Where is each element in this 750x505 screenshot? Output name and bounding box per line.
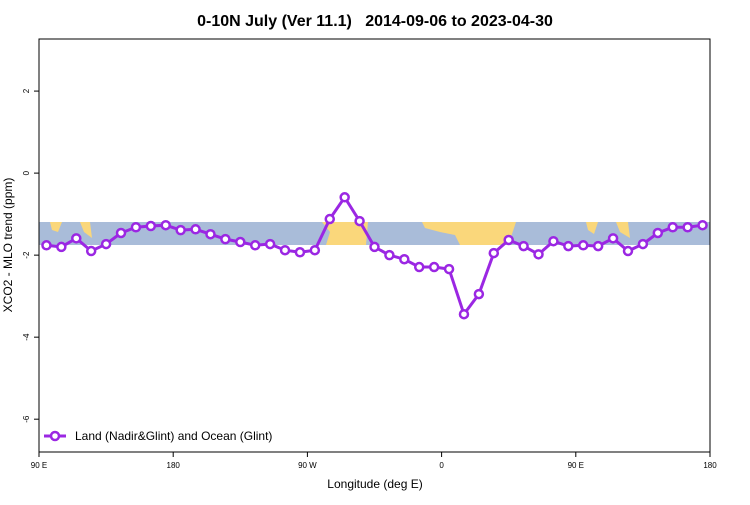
data-point (279, 244, 291, 256)
data-point (115, 227, 127, 239)
y-tick-label: 2 (22, 88, 31, 93)
y-tick-label: 0 (22, 170, 31, 175)
x-axis-label: Longitude (deg E) (327, 477, 422, 491)
data-point (264, 238, 276, 250)
data-point (130, 221, 142, 233)
data-point (85, 245, 97, 257)
data-point (592, 240, 604, 252)
data-point (413, 261, 425, 273)
y-axis-label: XCO2 - MLO trend (ppm) (1, 178, 15, 313)
data-point (71, 233, 82, 244)
data-point (548, 235, 559, 247)
data-point (458, 308, 470, 320)
data-point (145, 220, 157, 232)
x-tick-label: 180 (167, 461, 181, 470)
data-point (354, 215, 365, 227)
chart-title: 0-10N July (Ver 11.1) 2014-09-06 to 2023… (197, 13, 553, 30)
data-point (100, 238, 112, 250)
data-point (667, 221, 678, 233)
data-point (160, 219, 171, 231)
data-point (428, 261, 440, 273)
map-band (39, 222, 710, 245)
x-tick-label: 90 W (298, 461, 317, 470)
data-point (443, 263, 455, 275)
data-point (652, 227, 664, 239)
data-point (488, 247, 500, 259)
data-point (309, 244, 321, 256)
data-point (399, 253, 410, 265)
data-point (384, 249, 395, 261)
data-point (578, 240, 589, 251)
data-point (220, 233, 231, 245)
legend-label: Land (Nadir&Glint) and Ocean (Glint) (75, 429, 272, 443)
data-point (339, 192, 350, 203)
data-point (294, 247, 306, 258)
data-point (563, 240, 574, 252)
data-point (637, 238, 649, 250)
data-point (503, 234, 514, 246)
data-point (190, 224, 201, 235)
plot-frame (38, 38, 711, 453)
data-point (682, 221, 693, 233)
y-tick-label: -4 (22, 333, 31, 341)
data-point (697, 219, 708, 231)
land-america (422, 222, 516, 245)
data-point (235, 236, 246, 248)
data-point (56, 241, 67, 253)
y-tick-label: -2 (22, 251, 31, 259)
ocean-band (39, 222, 710, 245)
data-point (369, 241, 380, 253)
data-point (518, 240, 529, 252)
land-asia (50, 222, 62, 232)
legend: Land (Nadir&Glint) and Ocean (Glint) (44, 429, 272, 443)
data-point (622, 245, 634, 257)
data-point (324, 213, 336, 225)
land-asia (80, 222, 92, 238)
x-tick-label: 90 E (31, 461, 47, 470)
data-point (533, 249, 544, 260)
data-point (249, 240, 261, 251)
data-point (175, 224, 186, 236)
land-africa (322, 222, 368, 245)
x-tick-label: 90 E (568, 461, 584, 470)
data-point (41, 240, 52, 251)
y-tick-label: -6 (22, 415, 31, 423)
legend-marker (49, 430, 61, 442)
data-point (205, 228, 216, 240)
land-asia (586, 222, 598, 234)
series-line (46, 194, 703, 318)
x-tick-label: 0 (439, 461, 444, 470)
land-asia (616, 222, 630, 238)
x-tick-label: 180 (703, 461, 717, 470)
data-point (473, 288, 485, 300)
data-point (607, 233, 619, 244)
